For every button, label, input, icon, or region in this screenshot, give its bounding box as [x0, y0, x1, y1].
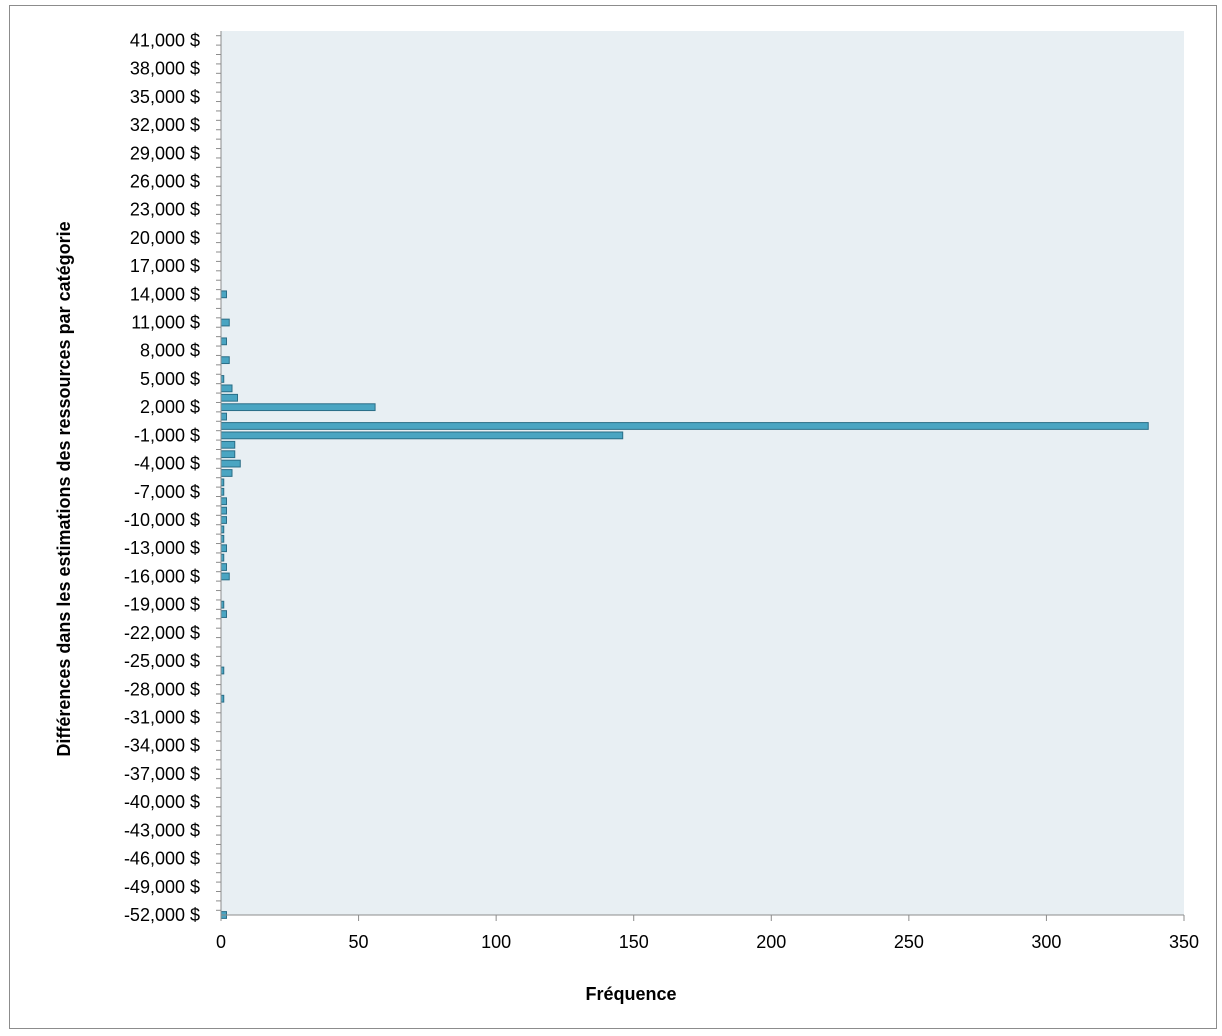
x-axis-title: Fréquence	[585, 984, 676, 1004]
histogram-bar	[220, 610, 228, 618]
y-tick-label: -7,000 $	[134, 482, 200, 502]
histogram-bar	[220, 459, 241, 468]
histogram-bar	[220, 450, 236, 459]
y-tick-label: -31,000 $	[124, 708, 200, 728]
histogram-bar	[220, 403, 376, 412]
histogram-bar	[220, 337, 228, 346]
histogram-bar	[220, 544, 228, 553]
axes-layer: 41,000 $ 38,000 $ 35,000 $ 32,000 $ 29,000 $…	[124, 30, 1199, 952]
y-tick-label: 41,000 $	[130, 30, 200, 50]
y-tick-label: -10,000 $	[124, 510, 200, 530]
x-tick-label: 0	[216, 932, 226, 952]
y-tick-label: -43,000 $	[124, 820, 200, 840]
y-tick-label: 29,000 $	[130, 143, 200, 163]
histogram-bar	[220, 290, 228, 299]
histogram-bar	[220, 412, 228, 421]
x-tick-label: 200	[756, 932, 786, 952]
y-tick-label: -46,000 $	[124, 849, 200, 869]
y-tick-label: -37,000 $	[124, 764, 200, 784]
y-tick-label: 11,000 $	[131, 313, 200, 333]
y-tick-label: 35,000 $	[130, 87, 200, 107]
y-tick-label: 38,000 $	[130, 59, 200, 79]
y-tick-label: 2,000 $	[140, 397, 200, 417]
y-tick-label: -19,000 $	[124, 595, 200, 615]
histogram-bar	[220, 563, 228, 571]
histogram-bar	[220, 422, 1149, 430]
y-tick-label: -28,000 $	[124, 679, 200, 699]
x-tick-label: 100	[481, 932, 511, 952]
histogram-bar	[220, 356, 230, 365]
y-tick-label: 14,000 $	[130, 284, 200, 304]
histogram-bar	[220, 497, 228, 506]
y-axis-title: Différences dans les estimations des res…	[54, 221, 74, 756]
y-tick-label: 26,000 $	[130, 171, 200, 191]
y-tick-label: 20,000 $	[130, 228, 200, 248]
x-tick-label: 300	[1031, 932, 1061, 952]
histogram-bar	[220, 318, 230, 327]
y-tick-label: -25,000 $	[124, 651, 200, 671]
bars-layer	[220, 290, 1149, 919]
y-tick-label: -49,000 $	[124, 877, 200, 897]
histogram-bar	[220, 516, 228, 524]
y-tick-label: -1,000 $	[134, 425, 200, 445]
y-tick-label: 32,000 $	[130, 115, 200, 135]
histogram-bar	[220, 384, 233, 393]
histogram-bar	[220, 431, 624, 440]
y-tick-label: -34,000 $	[124, 736, 200, 756]
y-tick-label: -22,000 $	[124, 623, 200, 643]
histogram-bar	[220, 393, 239, 402]
y-tick-label: 23,000 $	[130, 200, 200, 220]
y-tick-label: 8,000 $	[140, 341, 200, 361]
y-tick-label: -4,000 $	[134, 454, 200, 474]
y-tick-label: 17,000 $	[130, 256, 200, 276]
y-tick-label: -16,000 $	[124, 566, 200, 586]
plot-area	[221, 31, 1184, 915]
histogram-bar	[220, 506, 228, 515]
histogram-bar	[220, 440, 236, 449]
histogram-bar	[220, 572, 230, 581]
histogram-bar	[220, 469, 233, 477]
x-tick-label: 350	[1169, 932, 1199, 952]
y-tick-label: -13,000 $	[124, 538, 200, 558]
x-tick-label: 50	[349, 932, 369, 952]
y-tick-label: 5,000 $	[140, 369, 200, 389]
y-tick-label: -52,000 $	[124, 905, 200, 925]
y-tick-label: -40,000 $	[124, 792, 200, 812]
x-tick-label: 250	[894, 932, 924, 952]
x-tick-label: 150	[619, 932, 649, 952]
